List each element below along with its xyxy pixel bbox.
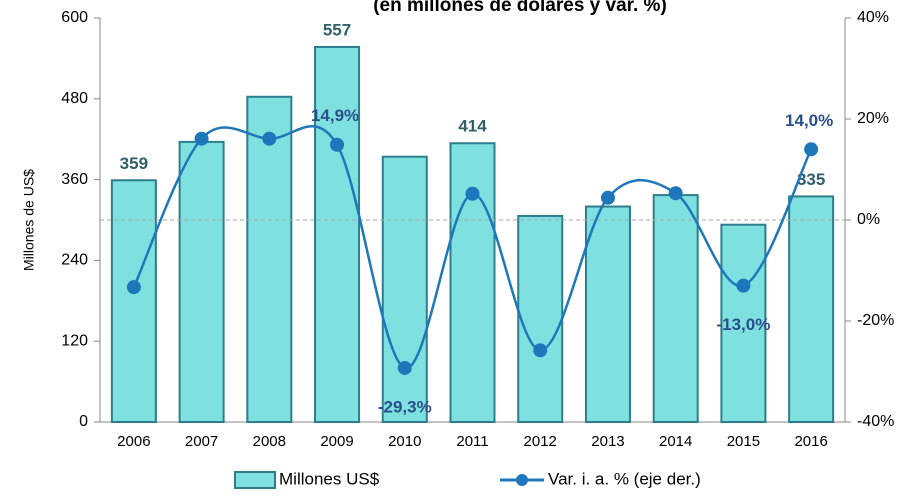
line-point [533, 343, 548, 358]
bar-value-label: 359 [120, 154, 148, 173]
x-tick-label: 2013 [591, 433, 624, 450]
x-tick-label: 2006 [117, 433, 150, 450]
bar [584, 205, 631, 423]
line-point [600, 190, 615, 205]
line-value-label: 14,0% [785, 111, 833, 130]
bar-value-label: 557 [323, 20, 351, 39]
legend-label: Millones US$ [279, 469, 380, 488]
legend-swatch [234, 471, 276, 489]
x-tick-label: 2008 [253, 433, 286, 450]
y2-tick-label: 20% [857, 110, 889, 127]
legend-label: Var. i. a. % (eje der.) [548, 469, 701, 488]
x-tick-label: 2011 [456, 433, 488, 450]
bar [720, 223, 767, 423]
y2-tick-label: -20% [857, 312, 894, 329]
line-point [126, 280, 141, 295]
y2-tick-label: -40% [857, 413, 894, 430]
line-value-label: 14,9% [311, 106, 359, 125]
bar [110, 179, 157, 423]
bar [314, 45, 361, 423]
x-tick-label: 2010 [388, 433, 421, 450]
bar [517, 214, 564, 423]
line-value-label: -13,0% [716, 315, 770, 334]
line-point [804, 142, 819, 157]
bar [788, 195, 835, 423]
y-axis-label: Millones de US$ [21, 169, 37, 271]
line-point [330, 137, 345, 152]
line-point [668, 186, 683, 201]
bar-value-label: 414 [458, 117, 487, 136]
x-tick-label: 2014 [659, 433, 692, 450]
y-tick-label: 240 [61, 252, 88, 269]
y-tick-label: 120 [61, 332, 88, 349]
x-tick-label: 2007 [185, 433, 218, 450]
bar [381, 155, 428, 423]
line-point [397, 360, 412, 375]
bar-value-label: 335 [797, 170, 825, 189]
x-tick-label: 2009 [320, 433, 353, 450]
x-tick-label: 2015 [727, 433, 760, 450]
line-value-label: -29,3% [378, 397, 432, 416]
x-tick-label: 2012 [524, 433, 557, 450]
bar [652, 194, 699, 423]
x-tick-label: 2016 [794, 433, 827, 450]
line-point [194, 131, 209, 146]
line-point [262, 131, 277, 146]
y-tick-label: 360 [61, 171, 88, 188]
y-tick-label: 0 [79, 413, 88, 430]
bar [178, 140, 225, 423]
chart-title: (en millones de dólares y var. %) [373, 0, 667, 16]
line-point [465, 186, 480, 201]
y-tick-label: 480 [61, 90, 88, 107]
y2-tick-label: 0% [857, 211, 880, 228]
y-tick-label: 600 [61, 9, 88, 26]
legend-swatch [516, 474, 528, 486]
bar [449, 142, 496, 424]
line-point [736, 278, 751, 293]
bar [246, 95, 293, 423]
y2-tick-label: 40% [857, 9, 889, 26]
